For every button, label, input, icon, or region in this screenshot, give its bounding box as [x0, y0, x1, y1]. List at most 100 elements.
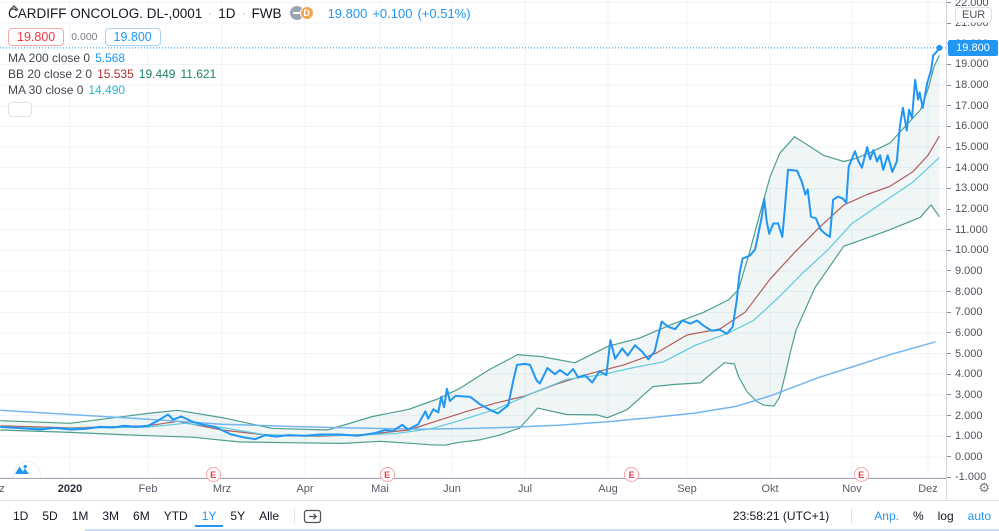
- time-tick-label: Mai: [371, 483, 389, 495]
- log-scale-toggle[interactable]: log: [937, 509, 954, 523]
- time-tick-label: Okt: [761, 483, 779, 495]
- time-tick-label: Apr: [296, 483, 314, 495]
- legend-collapse-button[interactable]: [8, 4, 32, 117]
- last-price: 19.800: [327, 5, 368, 21]
- price-tick: 1.000: [947, 430, 983, 442]
- exchange-label[interactable]: FWB: [251, 5, 282, 21]
- percent-scale-toggle[interactable]: %: [912, 509, 924, 523]
- clock-label: 23:58:21 (UTC+1): [732, 509, 830, 523]
- chevron-up-icon: [9, 4, 19, 11]
- price-chart[interactable]: CARDIFF ONCOLOG. DL-,0001 · 1D · FWB D 1…: [0, 0, 946, 478]
- current-price-badge: 19.800: [948, 39, 998, 56]
- indicator-label: BB 20 close 2 0: [8, 67, 93, 81]
- range-buttons: 1D 5D 1M 3M 6M YTD 1Y 5Y Alle: [6, 505, 322, 527]
- time-tick-label: Jun: [443, 483, 461, 495]
- bid-ask-row: 19.800 0.000 19.800: [8, 27, 471, 46]
- time-tick-label: Dez: [0, 483, 5, 495]
- time-tick-label: Sep: [677, 483, 697, 495]
- indicator-row[interactable]: BB 20 close 2 0 15.535 19.449 11.621: [8, 66, 471, 82]
- indicator-value: 15.535: [97, 67, 134, 81]
- price-tick: 6.000: [947, 327, 983, 339]
- gear-icon[interactable]: ⚙: [978, 480, 990, 495]
- indicator-legend: MA 200 close 0 5.568 BB 20 close 2 0 15.535…: [8, 50, 471, 98]
- tradingview-logo[interactable]: [13, 461, 41, 478]
- earnings-marker[interactable]: E: [853, 467, 869, 482]
- price-tick: 11.000: [947, 224, 988, 236]
- separator: ·: [241, 6, 246, 20]
- price-tick: 7.000: [947, 306, 983, 318]
- chart-legend: CARDIFF ONCOLOG. DL-,0001 · 1D · FWB D 1…: [8, 4, 471, 117]
- price-tick: 22.000: [947, 0, 989, 9]
- delayed-data-icon: D: [299, 6, 314, 20]
- earnings-marker[interactable]: E: [379, 467, 395, 482]
- price-change-pct: (+0.51%): [417, 5, 471, 21]
- range-button-1m[interactable]: 1M: [71, 509, 89, 523]
- separator: ·: [208, 6, 213, 20]
- range-button-1d[interactable]: 1D: [13, 509, 29, 523]
- range-button-alle[interactable]: Alle: [259, 509, 280, 523]
- indicator-label: MA 200 close 0: [8, 51, 91, 65]
- range-button-1y[interactable]: 1Y: [195, 505, 224, 527]
- price-tick: 12.000: [947, 203, 989, 215]
- indicator-value: 5.568: [95, 51, 126, 65]
- go-to-date-icon: [303, 509, 322, 523]
- price-tick: 8.000: [947, 286, 983, 298]
- indicator-label: MA 30 close 0: [8, 83, 84, 97]
- indicator-value: 19.449: [138, 67, 176, 81]
- price-tick: 9.000: [947, 265, 983, 277]
- time-tick-label: Aug: [598, 483, 618, 495]
- price-tick: 16.000: [947, 120, 989, 132]
- indicator-row[interactable]: MA 30 close 0 14.490: [8, 82, 471, 98]
- range-button-5d[interactable]: 5D: [42, 509, 58, 523]
- time-tick-label: Feb: [138, 483, 158, 495]
- auto-scale-toggle[interactable]: auto: [967, 509, 991, 523]
- range-button-5y[interactable]: 5Y: [230, 509, 246, 523]
- time-tick-label: 2020: [57, 483, 83, 495]
- time-axis[interactable]: Dez 2020 Feb Mrz Apr Mai Jun Jul Aug Sep Okt Nov Dez: [0, 478, 946, 500]
- lower-panel-edge: [85, 529, 999, 531]
- symbol-name: CARDIFF ONCOLOG. DL-,0001: [8, 5, 203, 21]
- price-tick: 0.000: [947, 451, 983, 463]
- toolbar-divider: [294, 508, 296, 524]
- price-tick: 14.000: [947, 162, 989, 174]
- price-tick: 4.000: [947, 368, 983, 380]
- axis-corner: ⚙: [946, 478, 999, 500]
- price-tick: 18.000: [947, 79, 989, 91]
- earnings-marker[interactable]: E: [624, 467, 640, 482]
- price-tick: 3.000: [947, 389, 983, 401]
- go-to-date-button[interactable]: [303, 509, 322, 524]
- toolbar-right: 23:58:21 (UTC+1) Anp. % log auto: [733, 508, 991, 524]
- price-tick: 10.000: [947, 244, 989, 256]
- logo-mountain-icon: [15, 464, 29, 474]
- buy-price-button[interactable]: 19.800: [104, 27, 161, 46]
- price-tick: 2.000: [947, 410, 983, 422]
- price-tick: 13.000: [947, 182, 989, 194]
- price-axis[interactable]: EUR 22.00021.00020.00019.00018.00017.000…: [946, 0, 999, 483]
- price-tick: 19.000: [947, 58, 989, 70]
- interval-label[interactable]: 1D: [218, 5, 236, 21]
- symbol-title-row[interactable]: CARDIFF ONCOLOG. DL-,0001 · 1D · FWB D 1…: [8, 4, 471, 22]
- indicator-value: 14.490: [88, 83, 126, 97]
- time-tick-label: Nov: [842, 483, 862, 495]
- range-button-ytd[interactable]: YTD: [163, 509, 188, 523]
- price-tick: 15.000: [947, 141, 989, 153]
- earnings-marker[interactable]: E: [205, 467, 221, 482]
- currency-badge: EUR: [955, 7, 993, 23]
- indicator-value: 11.621: [180, 67, 217, 81]
- time-tick-label: Mrz: [212, 483, 232, 495]
- range-button-3m[interactable]: 3M: [102, 509, 120, 523]
- range-button-6m[interactable]: 6M: [133, 509, 150, 523]
- adjust-toggle[interactable]: Anp.: [874, 509, 899, 523]
- time-tick-label: Jul: [517, 483, 533, 495]
- chart-canvas[interactable]: [0, 0, 946, 478]
- price-tick: 17.000: [947, 100, 989, 112]
- price-tick: 5.000: [947, 348, 983, 360]
- indicator-row[interactable]: MA 200 close 0 5.568: [8, 50, 471, 66]
- sell-price-button[interactable]: 19.800: [8, 27, 65, 46]
- price-change: +0.100: [372, 5, 413, 21]
- price-tick: -1.000: [947, 471, 986, 483]
- time-tick-label: Dez: [918, 483, 938, 495]
- bottom-toolbar: 1D 5D 1M 3M 6M YTD 1Y 5Y Alle 23:58:21 (UTC+1) A…: [0, 500, 999, 531]
- last-price-cluster: 19.800 +0.100 (+0.51%): [328, 6, 471, 21]
